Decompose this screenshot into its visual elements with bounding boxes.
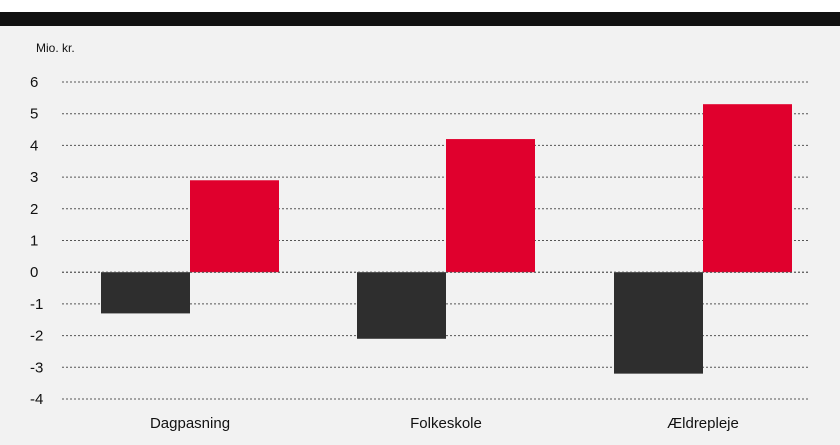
bars (62, 104, 810, 374)
y-tick-label: -3 (30, 359, 43, 376)
y-tick-label: 3 (30, 169, 38, 186)
category-label: Dagpasning (150, 415, 230, 432)
chart-panel (0, 26, 840, 445)
y-tick-label: 1 (30, 233, 38, 250)
bar-dark-1 (357, 272, 446, 339)
y-tick-label: 6 (30, 74, 38, 91)
y-tick-label: -1 (30, 296, 43, 313)
y-tick-label: -2 (30, 328, 43, 345)
bar-red-2 (703, 104, 792, 273)
y-tick-label: 4 (30, 137, 38, 154)
top-bar (0, 12, 840, 26)
y-tick-label: 2 (30, 201, 38, 218)
bar-dark-0 (101, 272, 190, 314)
bar-dark-2 (614, 272, 703, 374)
y-axis-unit-label: Mio. kr. (36, 41, 75, 55)
bar-red-0 (190, 180, 279, 273)
category-labels: Dagpasning Folkeskole Ældrepleje (150, 415, 739, 432)
y-tick-label: 5 (30, 106, 38, 123)
bar-red-1 (446, 139, 535, 273)
category-label: Ældrepleje (667, 415, 739, 432)
y-tick-labels: 6 5 4 3 2 1 0 -1 -2 -3 -4 (30, 74, 43, 408)
category-label: Folkeskole (410, 415, 482, 432)
y-tick-label: 0 (30, 264, 38, 281)
y-tick-label: -4 (30, 391, 43, 408)
